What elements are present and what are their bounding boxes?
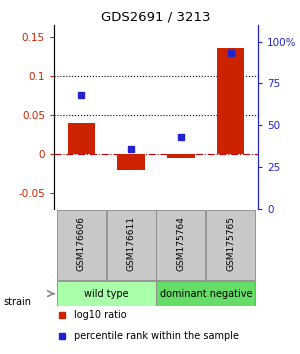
Text: strain: strain: [3, 297, 31, 307]
Text: GSM176611: GSM176611: [127, 216, 136, 271]
Bar: [117, 154, 145, 170]
Text: GSM175764: GSM175764: [176, 216, 185, 271]
Title: GDS2691 / 3213: GDS2691 / 3213: [101, 11, 211, 24]
Bar: [157, 210, 205, 280]
Bar: [217, 48, 244, 154]
Bar: [206, 210, 255, 280]
Text: GSM176606: GSM176606: [77, 216, 86, 271]
Bar: [68, 123, 95, 154]
Text: percentile rank within the sample: percentile rank within the sample: [74, 331, 239, 341]
Text: wild type: wild type: [84, 289, 129, 299]
Bar: [167, 154, 195, 158]
Text: dominant negative: dominant negative: [160, 289, 252, 299]
Bar: [57, 281, 155, 306]
Text: GSM175765: GSM175765: [226, 216, 235, 271]
Bar: [107, 210, 155, 280]
Bar: [57, 210, 106, 280]
Text: log10 ratio: log10 ratio: [74, 310, 127, 320]
Bar: [157, 281, 255, 306]
